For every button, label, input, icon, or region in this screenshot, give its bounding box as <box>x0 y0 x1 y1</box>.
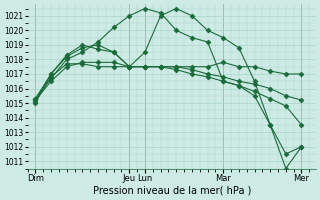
X-axis label: Pression niveau de la mer( hPa ): Pression niveau de la mer( hPa ) <box>92 186 251 196</box>
